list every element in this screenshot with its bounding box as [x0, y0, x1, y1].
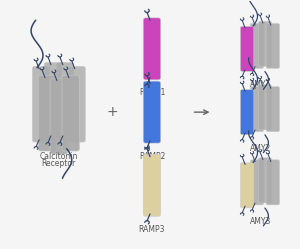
FancyBboxPatch shape: [62, 75, 80, 151]
Text: RAMP3: RAMP3: [139, 225, 165, 234]
FancyBboxPatch shape: [56, 62, 74, 138]
FancyBboxPatch shape: [250, 87, 264, 132]
FancyBboxPatch shape: [32, 66, 50, 142]
FancyBboxPatch shape: [250, 23, 264, 68]
FancyBboxPatch shape: [258, 158, 272, 203]
FancyBboxPatch shape: [258, 21, 272, 66]
Text: RAMP2: RAMP2: [139, 152, 165, 161]
FancyBboxPatch shape: [266, 87, 280, 132]
FancyBboxPatch shape: [250, 160, 264, 205]
FancyBboxPatch shape: [50, 78, 68, 154]
FancyBboxPatch shape: [266, 160, 280, 205]
FancyBboxPatch shape: [266, 23, 280, 68]
FancyBboxPatch shape: [143, 18, 161, 80]
FancyBboxPatch shape: [240, 90, 254, 135]
FancyBboxPatch shape: [44, 62, 62, 138]
FancyBboxPatch shape: [38, 75, 56, 151]
Text: RAMP1: RAMP1: [139, 88, 165, 97]
Text: Receptor: Receptor: [42, 159, 76, 168]
Text: AMY3: AMY3: [250, 217, 272, 226]
FancyBboxPatch shape: [240, 163, 254, 208]
Text: AMY2: AMY2: [250, 144, 272, 153]
FancyBboxPatch shape: [68, 66, 85, 142]
Text: AMY1: AMY1: [250, 80, 272, 89]
FancyBboxPatch shape: [143, 154, 161, 216]
FancyBboxPatch shape: [143, 81, 161, 143]
Text: Calcitonin: Calcitonin: [40, 152, 78, 161]
Text: +: +: [106, 105, 118, 119]
FancyBboxPatch shape: [240, 26, 254, 71]
FancyBboxPatch shape: [258, 85, 272, 130]
